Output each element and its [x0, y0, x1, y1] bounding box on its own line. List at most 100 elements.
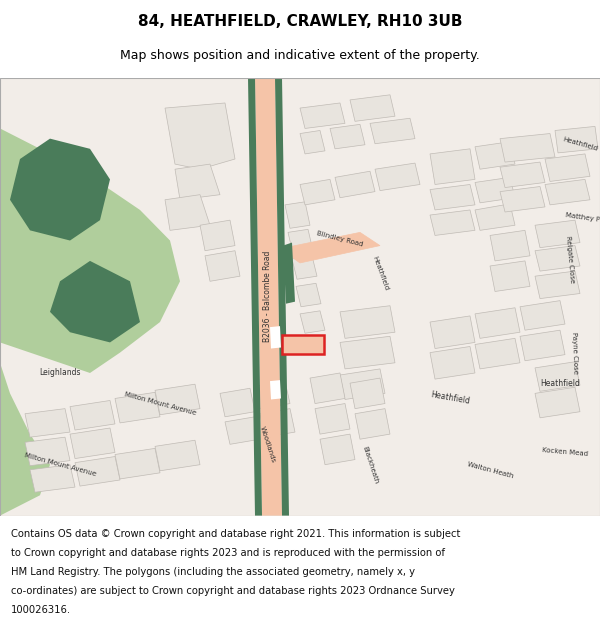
- Text: Matthey Place: Matthey Place: [565, 212, 600, 224]
- Polygon shape: [475, 308, 520, 338]
- Polygon shape: [340, 306, 395, 338]
- Polygon shape: [75, 456, 120, 486]
- Polygon shape: [555, 126, 598, 153]
- Polygon shape: [70, 401, 115, 430]
- Polygon shape: [270, 326, 281, 349]
- Polygon shape: [280, 232, 380, 263]
- Polygon shape: [270, 380, 281, 399]
- Polygon shape: [10, 139, 110, 241]
- Polygon shape: [0, 78, 180, 373]
- Polygon shape: [490, 261, 530, 291]
- Text: Leighlands: Leighlands: [39, 369, 81, 378]
- Polygon shape: [155, 384, 200, 415]
- Polygon shape: [200, 220, 235, 251]
- Text: Walton Heath: Walton Heath: [466, 461, 514, 479]
- Text: Heathfield: Heathfield: [430, 391, 470, 406]
- Text: Reigate Close: Reigate Close: [565, 235, 575, 282]
- Polygon shape: [350, 95, 395, 121]
- Text: Contains OS data © Crown copyright and database right 2021. This information is : Contains OS data © Crown copyright and d…: [11, 529, 460, 539]
- Polygon shape: [430, 184, 475, 210]
- Polygon shape: [288, 229, 313, 254]
- Polygon shape: [500, 186, 545, 212]
- Polygon shape: [296, 283, 321, 307]
- Polygon shape: [300, 311, 325, 333]
- Polygon shape: [70, 428, 115, 459]
- Polygon shape: [165, 103, 235, 169]
- Text: Map shows position and indicative extent of the property.: Map shows position and indicative extent…: [120, 49, 480, 62]
- Polygon shape: [535, 271, 580, 299]
- Polygon shape: [520, 330, 565, 361]
- Text: Woodlands: Woodlands: [259, 425, 277, 463]
- Polygon shape: [260, 409, 295, 437]
- Text: Milton Mount Avenue: Milton Mount Avenue: [23, 452, 97, 477]
- Polygon shape: [340, 369, 385, 399]
- Text: Milton Mount Avenue: Milton Mount Avenue: [124, 391, 197, 416]
- Text: Kocken Mead: Kocken Mead: [542, 448, 588, 458]
- Polygon shape: [0, 342, 50, 516]
- Polygon shape: [300, 103, 345, 129]
- Text: to Crown copyright and database rights 2023 and is reproduced with the permissio: to Crown copyright and database rights 2…: [11, 548, 445, 558]
- Polygon shape: [310, 373, 345, 404]
- Polygon shape: [500, 162, 545, 188]
- Polygon shape: [225, 417, 260, 444]
- Text: Blindley Road: Blindley Road: [316, 230, 364, 247]
- Text: HM Land Registry. The polygons (including the associated geometry, namely x, y: HM Land Registry. The polygons (includin…: [11, 567, 415, 577]
- Polygon shape: [50, 261, 140, 343]
- Polygon shape: [205, 251, 240, 281]
- Text: Heathfield: Heathfield: [540, 379, 580, 388]
- Polygon shape: [300, 179, 335, 205]
- Polygon shape: [520, 301, 565, 330]
- Polygon shape: [115, 448, 160, 479]
- Polygon shape: [25, 437, 70, 466]
- Polygon shape: [370, 118, 415, 144]
- Polygon shape: [535, 220, 580, 248]
- Polygon shape: [155, 440, 200, 471]
- Polygon shape: [375, 163, 420, 191]
- Polygon shape: [545, 154, 590, 181]
- Polygon shape: [320, 434, 355, 464]
- Polygon shape: [330, 124, 365, 149]
- Polygon shape: [500, 134, 555, 162]
- Polygon shape: [535, 362, 580, 391]
- Text: B2036 - Balcombe Road: B2036 - Balcombe Road: [263, 251, 272, 343]
- Polygon shape: [340, 336, 395, 369]
- Polygon shape: [535, 246, 580, 271]
- Polygon shape: [430, 316, 475, 349]
- Polygon shape: [220, 388, 255, 417]
- Polygon shape: [115, 392, 160, 423]
- Polygon shape: [430, 210, 475, 236]
- Polygon shape: [475, 204, 515, 231]
- Polygon shape: [275, 78, 289, 516]
- Polygon shape: [490, 231, 530, 261]
- Text: Blackheath: Blackheath: [361, 445, 379, 484]
- Text: co-ordinates) are subject to Crown copyright and database rights 2023 Ordnance S: co-ordinates) are subject to Crown copyr…: [11, 586, 455, 596]
- Polygon shape: [430, 149, 475, 184]
- Polygon shape: [475, 142, 515, 169]
- Text: Heathfield: Heathfield: [371, 255, 389, 291]
- Text: 100026316.: 100026316.: [11, 605, 71, 615]
- Polygon shape: [475, 177, 515, 203]
- Polygon shape: [175, 164, 220, 200]
- Polygon shape: [255, 78, 282, 516]
- Polygon shape: [300, 131, 325, 154]
- Polygon shape: [283, 242, 295, 304]
- Polygon shape: [545, 179, 590, 205]
- Polygon shape: [535, 388, 580, 418]
- Bar: [282, 335, 324, 354]
- Text: Payne Close: Payne Close: [571, 331, 579, 374]
- Polygon shape: [30, 464, 75, 492]
- Polygon shape: [430, 346, 475, 379]
- Polygon shape: [255, 381, 290, 409]
- Polygon shape: [292, 256, 317, 279]
- Polygon shape: [475, 338, 520, 369]
- Text: 84, HEATHFIELD, CRAWLEY, RH10 3UB: 84, HEATHFIELD, CRAWLEY, RH10 3UB: [138, 14, 462, 29]
- Polygon shape: [25, 409, 70, 437]
- Polygon shape: [335, 171, 375, 198]
- Polygon shape: [355, 409, 390, 439]
- Polygon shape: [315, 404, 350, 434]
- Polygon shape: [350, 378, 385, 409]
- Polygon shape: [165, 194, 210, 231]
- Text: Heathfield: Heathfield: [562, 136, 598, 152]
- Polygon shape: [285, 202, 310, 228]
- Polygon shape: [248, 78, 262, 516]
